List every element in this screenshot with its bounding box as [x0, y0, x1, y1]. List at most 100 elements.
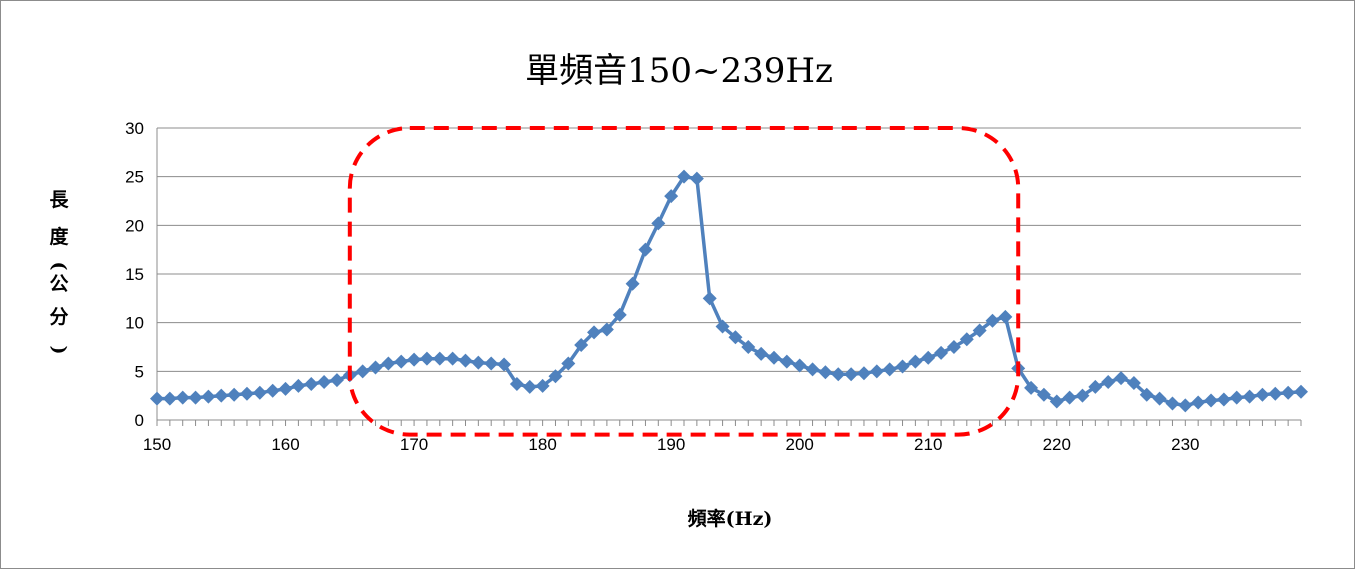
- data-point: [587, 325, 602, 340]
- data-point: [934, 345, 949, 360]
- x-tick-label: 180: [528, 435, 556, 454]
- data-point: [1216, 392, 1231, 407]
- y-tick-label: 20: [125, 216, 144, 235]
- y-tick-label: 5: [135, 362, 144, 381]
- y-axis-title-char: ): [48, 346, 70, 355]
- data-point: [522, 379, 537, 394]
- data-point: [1139, 387, 1154, 402]
- y-axis-title: 長度 (公分): [48, 189, 70, 355]
- data-point: [329, 373, 344, 388]
- data-point: [599, 322, 614, 337]
- data-point: [779, 354, 794, 369]
- data-point: [239, 386, 254, 401]
- data-point: [831, 367, 846, 382]
- data-point: [214, 388, 229, 403]
- data-point: [985, 313, 1000, 328]
- data-point: [394, 354, 409, 369]
- data-point: [741, 340, 756, 354]
- chart-title: 單頻音150~239Hz: [525, 51, 833, 91]
- data-point: [766, 350, 781, 365]
- y-tick-label: 30: [125, 119, 144, 138]
- data-point: [856, 366, 871, 381]
- data-point: [252, 385, 267, 400]
- data-point: [188, 390, 203, 405]
- data-point: [201, 389, 216, 404]
- data-point: [150, 391, 164, 406]
- x-tick-label: 220: [1043, 435, 1071, 454]
- y-axis-title-char: 公: [49, 273, 68, 295]
- data-point: [265, 383, 280, 398]
- data-point: [304, 376, 319, 391]
- data-point: [1178, 398, 1193, 413]
- data-point: [381, 356, 396, 371]
- y-tick-label: 10: [125, 314, 144, 333]
- y-axis-title-char: 長: [49, 189, 69, 211]
- data-point: [895, 359, 910, 374]
- x-tick-label: 210: [914, 435, 942, 454]
- data-point: [227, 387, 242, 402]
- data-point: [612, 307, 627, 322]
- data-point: [1229, 390, 1244, 405]
- data-point: [805, 362, 820, 377]
- highlight-layer: [347, 126, 1021, 437]
- data-point: [497, 357, 512, 372]
- data-point: [368, 360, 383, 375]
- data-point: [445, 351, 460, 366]
- data-point: [689, 171, 704, 186]
- y-tick-label: 25: [125, 168, 144, 187]
- data-point: [1294, 384, 1308, 399]
- data-point: [1165, 396, 1180, 411]
- x-tick-label: 150: [143, 435, 171, 454]
- data-point: [702, 291, 717, 306]
- data-point: [946, 340, 961, 354]
- data-point: [548, 369, 563, 384]
- data-point: [959, 332, 974, 347]
- y-axis-title-char: 度: [49, 225, 69, 248]
- x-tick-labels: 150 160 170 180 190 200 210 220 230: [143, 435, 1200, 454]
- y-tick-labels: 0 5 10 15 20 25 30: [125, 119, 144, 430]
- data-point: [1126, 376, 1141, 391]
- x-tick-label: 200: [786, 435, 814, 454]
- data-point: [1255, 387, 1270, 402]
- x-tick-label: 170: [400, 435, 428, 454]
- data-point: [818, 365, 833, 380]
- data-point: [317, 375, 332, 390]
- data-point: [278, 381, 293, 396]
- data-point: [677, 169, 692, 184]
- x-tick-label: 230: [1171, 435, 1199, 454]
- data-point: [561, 356, 576, 371]
- data-point: [535, 378, 550, 393]
- series-layer: [150, 169, 1308, 413]
- data-point: [407, 352, 422, 367]
- data-point: [458, 353, 473, 368]
- data-point: [972, 323, 987, 338]
- data-point: [419, 351, 434, 366]
- data-point: [1101, 375, 1116, 390]
- data-point: [638, 242, 653, 257]
- data-point: [869, 364, 884, 379]
- data-point: [728, 330, 743, 345]
- data-point: [625, 276, 640, 291]
- y-tick-label: 0: [135, 411, 144, 430]
- x-tick-label: 160: [271, 435, 299, 454]
- data-point: [1268, 386, 1283, 401]
- data-point: [509, 376, 524, 391]
- data-point: [1024, 380, 1039, 395]
- data-point: [1049, 394, 1064, 409]
- data-point: [998, 309, 1013, 324]
- data-point: [908, 354, 923, 369]
- data-point: [291, 378, 306, 393]
- data-point: [715, 319, 730, 334]
- data-point: [574, 338, 589, 353]
- data-point: [175, 390, 190, 405]
- axes: [156, 128, 1302, 426]
- y-tick-label: 15: [125, 265, 144, 284]
- data-point: [471, 355, 486, 370]
- data-point: [1088, 379, 1103, 394]
- data-point: [1242, 389, 1257, 404]
- data-point: [1114, 371, 1129, 386]
- data-point: [1062, 390, 1077, 405]
- x-axis-title: 頻率(Hz): [688, 507, 773, 530]
